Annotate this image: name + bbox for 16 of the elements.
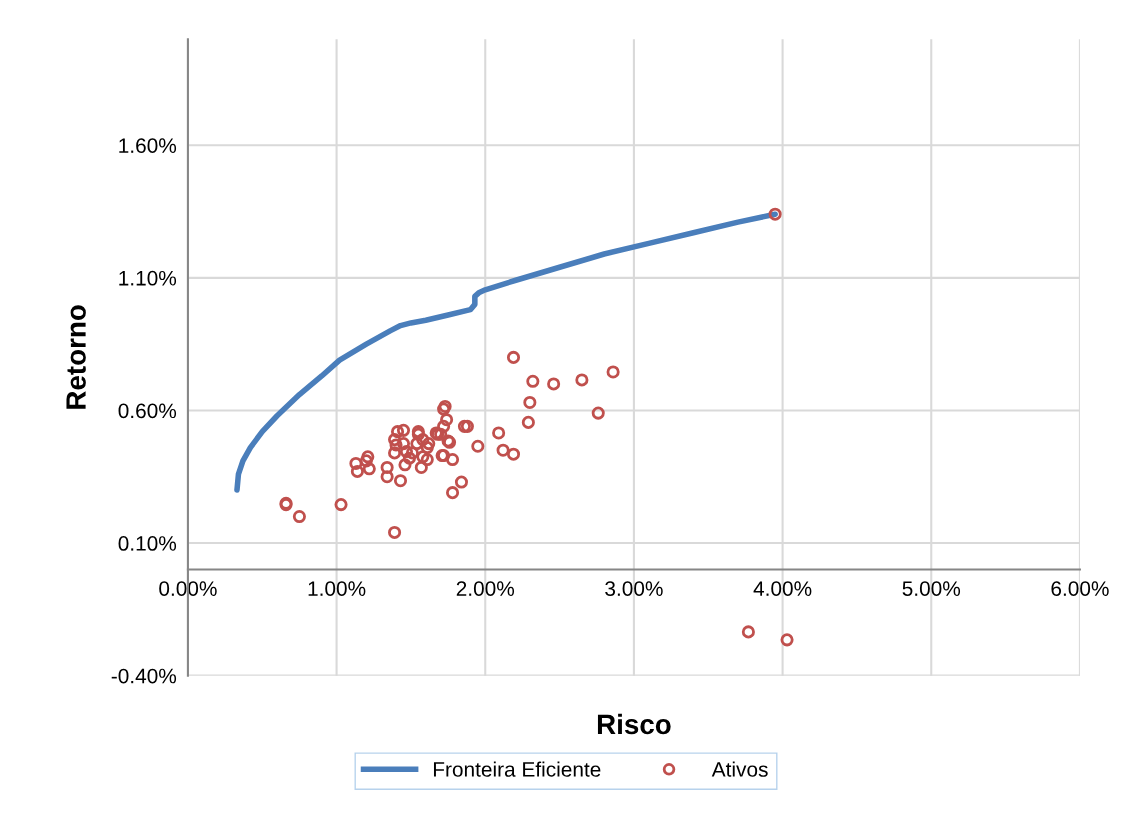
x-tick-label: 2.00% [456,581,515,596]
y-tick-label: 0.10% [118,536,177,551]
x-tick-label: 5.00% [902,581,961,596]
x-tick-label: 4.00% [753,581,812,596]
y-tick-label: 1.60% [119,138,177,153]
x-axis-title: Risco [597,713,671,735]
x-tick-label: 3.00% [605,581,663,596]
y-axis-title: Retorno [66,305,86,409]
y-tick-label: 0.60% [118,403,177,419]
x-tick-label: 6.00% [1051,581,1109,596]
x-tick-label: 1.00% [308,581,366,596]
legend-label: Ativos [711,761,768,777]
legend-label: Fronteira Eficiente [433,761,601,777]
y-tick-label: 1.10% [119,270,177,286]
y-tick-label: -0.40% [111,668,177,684]
x-tick-label: 0.00% [159,581,217,596]
